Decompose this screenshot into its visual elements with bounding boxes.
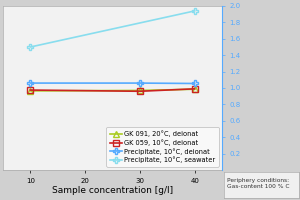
X-axis label: Sample concentration [g/l]: Sample concentration [g/l] — [52, 186, 173, 195]
Legend: GK 091, 20°C, deionat, GK 059, 10°C, deionat, Precipitate, 10°C, deionat, Precip: GK 091, 20°C, deionat, GK 059, 10°C, dei… — [106, 127, 219, 167]
Text: Periphery conditions:
Gas-content 100 % C: Periphery conditions: Gas-content 100 % … — [227, 178, 290, 189]
